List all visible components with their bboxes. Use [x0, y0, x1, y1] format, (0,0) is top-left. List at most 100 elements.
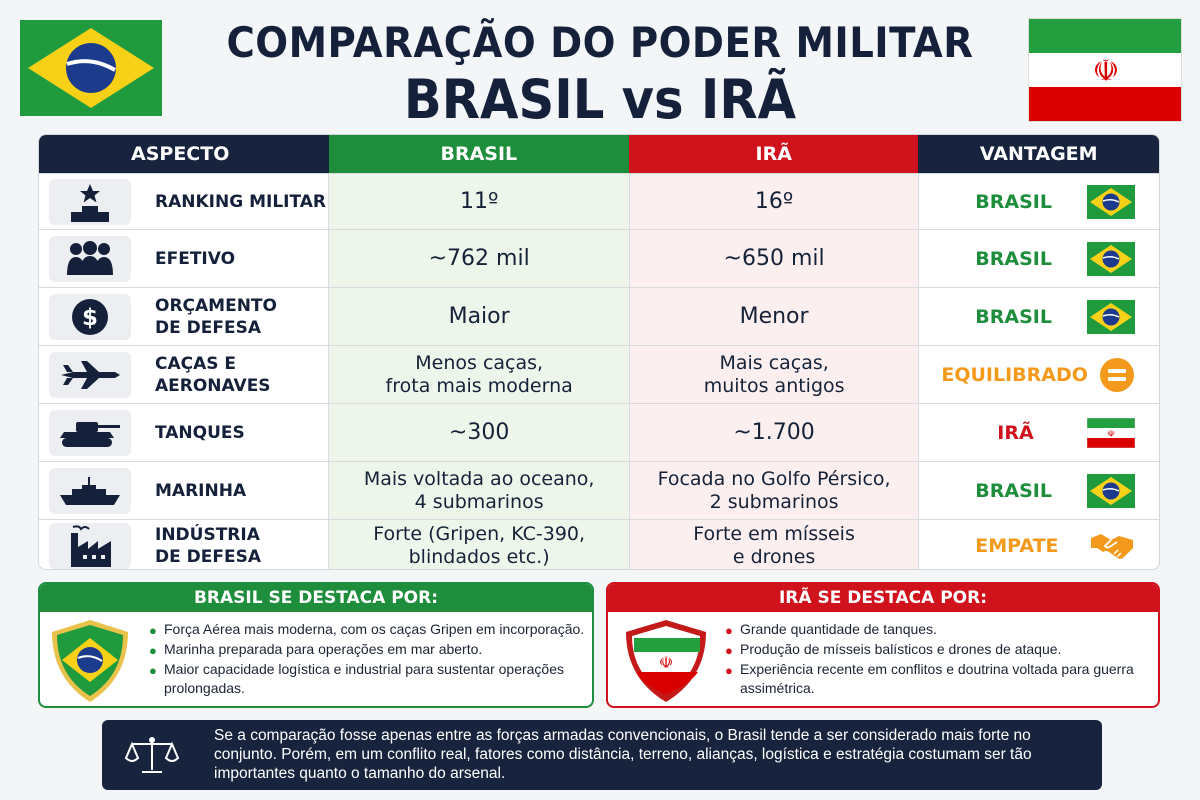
brazil-shield-icon — [52, 620, 128, 702]
list-item: ● Força Aérea mais moderna, com os caças … — [149, 621, 585, 638]
aspect-label: ORÇAMENTO DE DEFESA — [155, 295, 277, 338]
ira-value: 16º — [754, 188, 794, 214]
ira-value-cell: ~650 mil — [628, 230, 919, 287]
header-brasil: BRASIL — [328, 135, 630, 173]
svg-text:☫: ☫ — [659, 653, 673, 672]
tank-icon — [49, 409, 131, 456]
iran-flag-header: ☫ — [1028, 18, 1182, 122]
equals-icon — [1099, 357, 1135, 393]
brasil-value: ~762 mil — [428, 245, 530, 271]
header-vantagem: VANTAGEM — [918, 135, 1159, 173]
list-item: ● Experiência recente em conflitos e dout… — [725, 661, 1134, 696]
ira-panel-title: IRÃ SE DESTACA POR: — [608, 584, 1158, 612]
vantagem-label: BRASIL — [975, 190, 1052, 213]
brasil-value-cell: ~762 mil — [328, 230, 629, 287]
brasil-value-cell: ~300 — [328, 404, 629, 461]
aspect-label: RANKING MILITAR — [155, 191, 326, 212]
table-header: ASPECTO BRASIL IRÃ VANTAGEM — [39, 135, 1159, 173]
brasil-highlights-panel: BRASIL SE DESTACA POR: ● Força Aérea mais… — [38, 582, 594, 708]
aspect-label: EFETIVO — [155, 248, 236, 269]
brasil-value-cell: Mais voltada ao oceano, 4 submarinos — [328, 462, 629, 519]
brasil-value-cell: Menos caças, frota mais moderna — [328, 346, 629, 403]
summary-box: Se a comparação fosse apenas entre as fo… — [102, 720, 1102, 790]
aspect-label: MARINHA — [155, 480, 247, 501]
header-ira: IRÃ — [629, 135, 919, 173]
ira-value: Forte em mísseis e drones — [693, 522, 855, 568]
ira-value-cell: Mais caças, muitos antigos — [628, 346, 919, 403]
aspect-label: INDÚSTRIA DE DEFESA — [155, 524, 261, 567]
ira-value: ~650 mil — [723, 245, 825, 271]
svg-text:☫: ☫ — [1107, 429, 1115, 439]
table-row: INDÚSTRIA DE DEFESA Forte (Gripen, KC-390… — [39, 519, 1159, 569]
vantagem-cell: BRASIL — [918, 174, 1159, 229]
brasil-value-cell: Forte (Gripen, KC-390, blindados etc.) — [328, 520, 629, 569]
brasil-value-cell: 11º — [328, 174, 629, 229]
aspect-label: TANQUES — [155, 422, 245, 443]
iran-flag-icon: ☫ — [1087, 417, 1136, 448]
brasil-value: Mais voltada ao oceano, 4 submarinos — [363, 467, 595, 513]
vantagem-label: BRASIL — [975, 247, 1052, 270]
vantagem-cell: BRASIL — [918, 288, 1159, 345]
ira-value-cell: Focada no Golfo Pérsico, 2 submarinos — [628, 462, 919, 519]
brasil-panel-title: BRASIL SE DESTACA POR: — [40, 584, 592, 612]
brazil-flag-icon — [1086, 299, 1135, 334]
comparison-table: ASPECTO BRASIL IRÃ VANTAGEM RANKING MILI… — [38, 134, 1160, 570]
vantagem-cell: EMPATE — [918, 520, 1159, 569]
page-title-line2: BRASIL vs IRÃ — [403, 68, 797, 131]
summary-text: Se a comparação fosse apenas entre as fo… — [214, 727, 1032, 782]
warship-icon — [49, 467, 131, 514]
table-row: RANKING MILITAR 11º 16º BRASIL — [39, 173, 1159, 229]
brazil-flag-header — [20, 20, 162, 116]
aspect-label: CAÇAS E AERONAVES — [155, 353, 271, 396]
svg-text:☫: ☫ — [1093, 54, 1120, 89]
ira-value-cell: Menor — [628, 288, 919, 345]
podium-star-icon — [49, 178, 131, 225]
brasil-value: Maior — [448, 303, 510, 329]
vantagem-label: BRASIL — [975, 305, 1052, 328]
aspect-cell: TANQUES — [39, 404, 329, 461]
aspect-cell: INDÚSTRIA DE DEFESA — [39, 520, 329, 569]
ira-value-cell: 16º — [628, 174, 919, 229]
list-item: ● Maior capacidade logística e industrial… — [149, 661, 565, 696]
brasil-value: 11º — [459, 188, 499, 214]
ira-value: Menor — [739, 303, 809, 329]
brasil-value: Menos caças, frota mais moderna — [385, 351, 573, 397]
header-aspecto: ASPECTO — [39, 135, 329, 173]
brasil-value-cell: Maior — [328, 288, 629, 345]
brasil-value: ~300 — [448, 419, 510, 445]
vantagem-label: EQUILIBRADO — [941, 363, 1088, 386]
factory-icon — [49, 522, 131, 569]
ira-value: Focada no Golfo Pérsico, 2 submarinos — [657, 467, 891, 513]
table-row: $ ORÇAMENTO DE DEFESA Maior Menor BRASIL — [39, 287, 1159, 345]
table-row: EFETIVO ~762 mil ~650 mil BRASIL — [39, 229, 1159, 287]
aspect-cell: $ ORÇAMENTO DE DEFESA — [39, 288, 329, 345]
brazil-flag-icon — [1086, 473, 1135, 508]
vantagem-label: IRÃ — [997, 421, 1034, 444]
iran-shield-icon: ☫ — [626, 620, 706, 702]
brazil-flag-icon — [1086, 184, 1135, 219]
vantagem-label: BRASIL — [975, 479, 1052, 502]
brasil-value: Forte (Gripen, KC-390, blindados etc.) — [373, 522, 586, 568]
list-item: ● Marinha preparada para operações em mar… — [149, 641, 483, 658]
ira-value: Mais caças, muitos antigos — [703, 351, 845, 397]
ira-value: ~1.700 — [733, 419, 815, 445]
vantagem-cell: BRASIL — [918, 230, 1159, 287]
aspect-cell: EFETIVO — [39, 230, 329, 287]
ira-highlights-panel: IRÃ SE DESTACA POR: ☫ ● Grande quantidade… — [606, 582, 1160, 708]
aspect-cell: CAÇAS E AERONAVES — [39, 346, 329, 403]
vantagem-label: EMPATE — [975, 534, 1059, 557]
people-icon — [49, 235, 131, 282]
page-title-line1: COMPARAÇÃO DO PODER MILITAR — [226, 18, 974, 67]
aspect-cell: MARINHA — [39, 462, 329, 519]
vantagem-cell: EQUILIBRADO — [918, 346, 1159, 403]
fighter-jet-icon — [49, 351, 131, 398]
table-row: TANQUES ~300 ~1.700 IRÃ ☫ — [39, 403, 1159, 461]
svg-text:$: $ — [82, 305, 98, 331]
dollar-coin-icon: $ — [49, 293, 131, 340]
handshake-icon — [1089, 530, 1135, 562]
list-item: ● Produção de mísseis balísticos e drones… — [725, 641, 1062, 658]
vantagem-cell: IRÃ ☫ — [918, 404, 1159, 461]
brazil-flag-icon — [1086, 241, 1135, 276]
scales-of-justice-icon — [124, 737, 180, 773]
vantagem-cell: BRASIL — [918, 462, 1159, 519]
